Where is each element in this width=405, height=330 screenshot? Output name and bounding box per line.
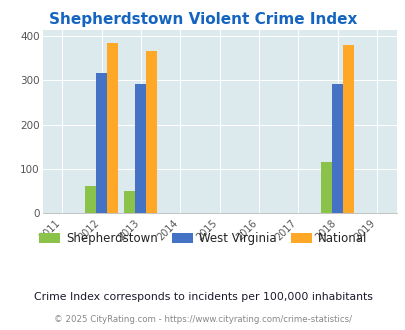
Bar xyxy=(124,191,135,213)
Text: Shepherdstown Violent Crime Index: Shepherdstown Violent Crime Index xyxy=(49,12,356,26)
Bar xyxy=(107,43,118,213)
Legend: Shepherdstown, West Virginia, National: Shepherdstown, West Virginia, National xyxy=(34,227,371,250)
Bar xyxy=(146,51,157,213)
Bar xyxy=(342,45,353,213)
Bar xyxy=(331,84,342,213)
Text: © 2025 CityRating.com - https://www.cityrating.com/crime-statistics/: © 2025 CityRating.com - https://www.city… xyxy=(54,315,351,324)
Bar xyxy=(85,186,96,213)
Bar xyxy=(96,73,107,213)
Bar xyxy=(135,84,146,213)
Bar xyxy=(320,162,331,213)
Text: Crime Index corresponds to incidents per 100,000 inhabitants: Crime Index corresponds to incidents per… xyxy=(34,292,371,302)
